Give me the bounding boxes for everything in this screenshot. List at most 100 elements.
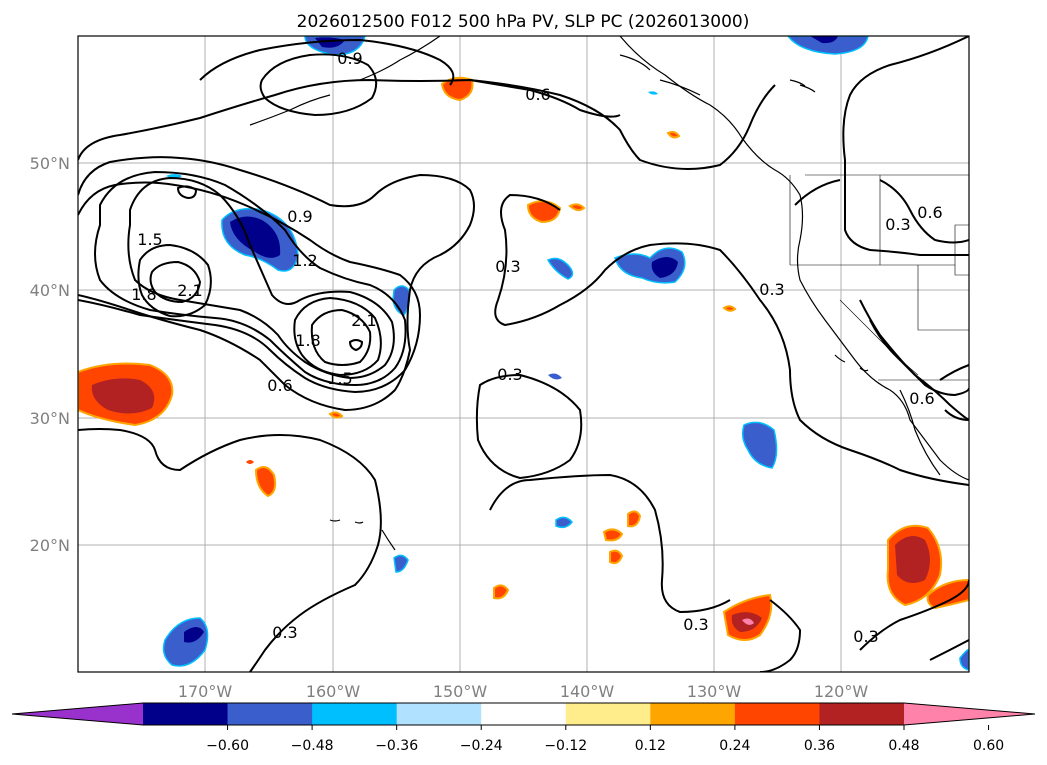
contour-label: 0.3 — [495, 257, 520, 276]
pv-blob — [810, 36, 838, 44]
contour-0.3 — [859, 579, 969, 661]
lon-label: 170°W — [178, 682, 233, 701]
longitude-labels: 170°W 160°W 150°W 140°W 130°W 120°W — [178, 682, 869, 701]
contour-1.5 — [127, 176, 395, 380]
contour-labels: 0.9 0.6 0.9 1.2 1.5 1.8 2.1 2.1 1.8 1.5 … — [131, 49, 942, 646]
contour-label: 1.2 — [292, 251, 317, 270]
colorbar-extend-max — [904, 703, 1035, 725]
colorbar-tick-label: 0.60 — [973, 738, 1004, 754]
colorbar-tick-label: 0.12 — [635, 738, 666, 754]
pv-blob — [440, 76, 474, 102]
map-title: 2026012500 F012 500 hPa PV, SLP PC (2026… — [297, 12, 750, 32]
colorbar — [11, 702, 1036, 726]
colorbar-segment — [143, 703, 229, 725]
contour-label: 2.1 — [351, 311, 376, 330]
contour-0.6 — [199, 38, 621, 118]
contour-label: 1.5 — [327, 369, 352, 388]
lat-label: 30°N — [30, 409, 70, 428]
lat-label: 50°N — [30, 154, 70, 173]
contour-1.8 — [293, 296, 382, 377]
colorbar-tick-label: 0.24 — [719, 738, 750, 754]
pv-blob — [602, 528, 624, 542]
contour-label: 0.6 — [909, 389, 934, 408]
contour-0.3 — [759, 599, 802, 672]
colorbar-tick-label: −0.48 — [291, 738, 334, 754]
pv-blob — [548, 373, 562, 380]
map-panel: 0.9 0.6 0.9 1.2 1.5 1.8 2.1 2.1 1.8 1.5 … — [77, 35, 970, 673]
lat-label: 20°N — [30, 536, 70, 555]
lon-label: 130°W — [687, 682, 742, 701]
gridlines — [78, 36, 969, 672]
colorbar-segment — [565, 703, 651, 725]
pv-blob — [926, 578, 969, 610]
colorbar-outline — [11, 702, 1036, 726]
map-background — [78, 36, 969, 672]
contour-label: 1.8 — [131, 285, 156, 304]
contour-0.3 — [78, 428, 382, 672]
lon-label: 140°W — [560, 682, 615, 701]
contour-label: 0.3 — [683, 615, 708, 634]
colorbar-extend-min — [12, 703, 143, 725]
colorbar-segment — [650, 703, 736, 725]
contour-label: 0.3 — [853, 627, 878, 646]
colorbar-segment — [312, 703, 398, 725]
contour-0.3 — [78, 78, 969, 486]
contour-ring — [176, 185, 198, 200]
contour-label: 0.3 — [759, 280, 784, 299]
colorbar-tick-label: 0.36 — [804, 738, 835, 754]
contour-0.9 — [78, 181, 422, 394]
lon-label: 120°W — [814, 682, 869, 701]
contour-label: 0.3 — [885, 215, 910, 234]
latitude-labels: 50°N 40°N 30°N 20°N — [30, 154, 70, 555]
lat-label: 40°N — [30, 281, 70, 300]
contour-label: 0.9 — [337, 49, 362, 68]
pv-blob — [895, 536, 930, 584]
pv-blob — [741, 421, 778, 469]
contour-0.9 — [259, 53, 378, 117]
contour-0.3 — [475, 373, 583, 480]
lon-label: 150°W — [433, 682, 488, 701]
contour-0.6 — [842, 36, 969, 256]
colorbar-tick-label: −0.24 — [460, 738, 503, 754]
colorbar-ticks: −0.60 −0.48 −0.36 −0.24 −0.12 0.12 0.24 0.36 0.4… — [206, 725, 1004, 754]
pv-blob — [787, 36, 869, 55]
colorbar-segment — [227, 703, 313, 725]
pv-blob — [328, 411, 344, 419]
colorbar-tick-label: −0.12 — [544, 738, 587, 754]
pv-blob — [568, 203, 586, 212]
colorbar-segment — [481, 703, 567, 725]
contour-2.1 — [310, 308, 372, 366]
contour-0.3 — [859, 299, 969, 421]
contour-1.8 — [137, 243, 212, 318]
pv-blob — [555, 516, 573, 529]
contour-label: 0.6 — [525, 85, 550, 104]
pv-blob — [546, 257, 574, 280]
contour-2.4 — [348, 339, 364, 352]
pv-blob — [627, 510, 642, 528]
pv-blob — [184, 627, 204, 643]
contour-0.6 — [939, 364, 969, 421]
colorbar-segment — [396, 703, 482, 725]
contour-2.1 — [149, 260, 202, 304]
map-frame — [77, 35, 970, 673]
colorbar-segment — [819, 703, 905, 725]
contour-0.6 — [869, 319, 969, 397]
contour-label: 0.6 — [917, 203, 942, 222]
contour-0.6 — [78, 156, 475, 412]
contour-label: 2.1 — [177, 281, 202, 300]
pv-blob — [742, 618, 754, 625]
pv-blob — [91, 378, 155, 414]
pv-blob — [959, 648, 969, 671]
pv-blob — [666, 131, 681, 139]
pv-blob — [246, 460, 254, 464]
pv-blob — [648, 91, 658, 95]
colorbar-tick-label: −0.36 — [375, 738, 418, 754]
colorbar-tick-label: 0.48 — [888, 738, 919, 754]
pv-blob — [493, 584, 510, 600]
colorbar-tick-label: −0.60 — [206, 738, 249, 754]
lon-label: 160°W — [306, 682, 361, 701]
contour-0.3 — [489, 473, 731, 614]
contour-0.3 — [794, 179, 969, 244]
pv-blob — [254, 465, 277, 498]
